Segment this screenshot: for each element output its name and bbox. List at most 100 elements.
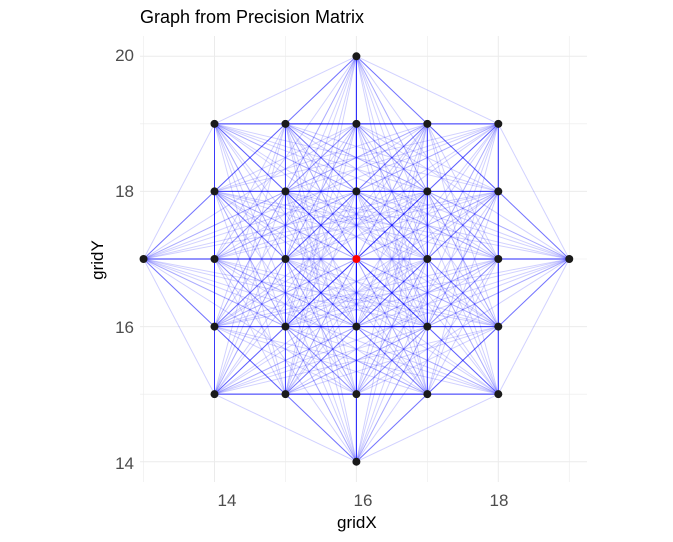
graph-edge [214,326,428,395]
chart-title: Graph from Precision Matrix [140,7,365,27]
graph-edge [285,326,499,395]
graph-edge [355,258,428,395]
graph-edge [427,326,499,395]
x-tick-label: 14 [217,491,237,510]
x-tick-label: 16 [353,491,373,510]
graph-edge [427,258,499,327]
graph-edge [285,123,357,260]
graph-edge [143,258,357,328]
graph-edge [285,190,428,260]
graph-edge [214,56,357,395]
graph-edge [285,123,357,260]
graph-edge [355,258,428,462]
graph-edge [355,123,428,260]
graph-edge [427,123,499,192]
graph-edge [214,258,570,395]
graph-edge [285,123,499,192]
graph-edge [285,123,499,395]
graph-node [352,187,361,196]
graph-node [281,322,290,331]
graph-edge [214,123,286,260]
graph-edge [214,123,286,327]
graph-edge [214,123,286,395]
graph-edge [214,123,428,327]
graph-edge [214,258,357,463]
graph-edge [143,123,357,260]
graph-edge [356,393,428,463]
graph-edge [284,56,357,395]
graph-node [423,187,432,196]
graph-node [565,255,574,263]
graph-edge [285,123,357,192]
graph-edge [426,123,499,395]
graph-edge [285,326,499,395]
graph-edge [143,258,357,395]
graph-edge [426,123,499,260]
graph-edge [285,56,357,192]
graph-edge [214,191,286,327]
graph-edge [427,191,499,260]
graph-edge [285,123,499,395]
graph-edge [356,393,499,463]
graph-edge [427,326,499,395]
graph-edge [355,191,499,395]
graph-edge [284,123,357,395]
graph-edge [214,191,357,395]
graph-edge [356,258,570,395]
graph-edge [284,191,357,395]
graph-edge [497,258,570,395]
graph-edge [285,123,428,327]
graph-edge [214,258,428,328]
graph-edge [214,191,499,395]
graph-edge [285,258,499,328]
graph-node [352,52,361,61]
graph-edge [356,258,570,328]
graph-edge [355,191,428,327]
graph-edge [285,190,499,260]
graph-edge [214,123,428,192]
graph-edge [214,123,286,260]
graph-edge [214,123,286,192]
graph-node [494,322,503,331]
graph-edge [355,56,428,395]
graph-edge [426,258,499,395]
graph-edge [214,326,499,395]
graph-edge [356,326,499,395]
graph-node [423,255,432,263]
graph-edge [214,191,286,260]
graph-edge [214,326,428,395]
graph-edge [214,123,357,192]
graph-node [352,322,361,331]
graph-edge [355,191,428,462]
graph-node [352,119,361,128]
graph-edge [143,258,215,395]
node-points [139,52,574,466]
graph-edge [285,191,357,260]
graph-node [281,187,290,196]
y-tick-label: 16 [115,318,134,337]
graph-edge [285,123,357,192]
graph-edge [214,123,570,260]
graph-edge [285,326,357,395]
graph-edge [214,258,499,328]
graph-edge [285,191,499,327]
graph-edge [356,326,428,395]
graph-edge [355,191,428,395]
graph-edge [214,123,357,327]
y-axis-label: gridY [88,240,107,280]
y-tick-label: 18 [115,182,134,201]
graph-node [210,119,219,128]
graph-edge [285,258,499,328]
graph-edge [284,123,357,327]
graph-edge [356,123,499,192]
edge-lines [143,55,570,463]
graph-edge [285,258,357,395]
graph-edge [356,55,428,125]
graph-edge [285,191,499,395]
graph-edge [497,123,570,260]
graph-node [423,119,432,128]
graph-edge [284,123,357,395]
graph-edge [285,123,428,192]
graph-edge [355,55,499,260]
